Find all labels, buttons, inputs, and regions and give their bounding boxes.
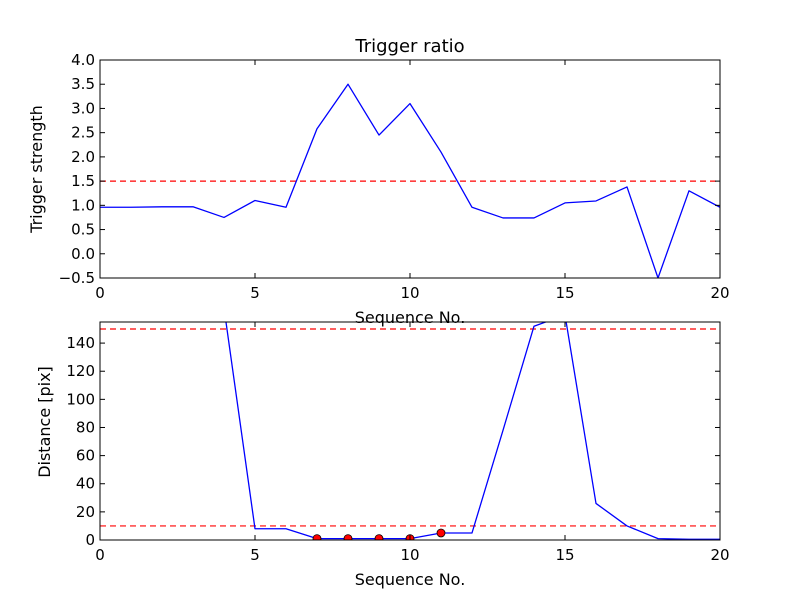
data-point-marker (312, 534, 322, 540)
series-line-0 (225, 322, 720, 540)
x-tick-label: 20 (710, 284, 729, 302)
y-tick-label: 2.5 (71, 124, 95, 142)
y-tick-label: 2.0 (71, 148, 95, 166)
x-tick-label: 20 (710, 546, 729, 564)
series-line-0 (100, 83, 720, 278)
y-axis-label: Trigger strength (27, 105, 46, 234)
y-axis-label: Distance [pix] (35, 366, 54, 478)
x-tick-label: 0 (95, 546, 105, 564)
y-tick-label: 3.0 (71, 99, 95, 117)
data-point-marker (436, 528, 446, 538)
y-tick-label: 1.0 (71, 196, 95, 214)
chart-title: Trigger ratio (354, 36, 464, 57)
x-tick-label: 15 (555, 284, 574, 302)
data-point-marker (374, 534, 384, 540)
y-tick-label: 0.0 (71, 245, 95, 263)
x-tick-label: 0 (95, 284, 105, 302)
y-tick-label: 1.5 (71, 172, 95, 190)
y-tick-label: 40 (76, 475, 95, 493)
y-tick-label: 3.5 (71, 75, 95, 93)
y-tick-label: 4.0 (71, 51, 95, 69)
y-tick-label: 140 (66, 334, 95, 352)
y-tick-label: 0.5 (71, 221, 95, 239)
y-tick-label: 0 (85, 531, 95, 549)
x-tick-label: 15 (555, 546, 574, 564)
x-tick-label: 10 (400, 546, 419, 564)
y-tick-label: −0.5 (59, 269, 95, 287)
data-point-marker (343, 534, 353, 540)
y-tick-label: 100 (66, 390, 95, 408)
y-tick-label: 20 (76, 503, 95, 521)
x-tick-label: 10 (400, 284, 419, 302)
y-tick-label: 80 (76, 418, 95, 436)
y-tick-label: 60 (76, 447, 95, 465)
x-tick-label: 5 (250, 284, 260, 302)
y-tick-label: 120 (66, 362, 95, 380)
x-tick-label: 5 (250, 546, 260, 564)
x-axis-label: Sequence No. (355, 570, 466, 589)
